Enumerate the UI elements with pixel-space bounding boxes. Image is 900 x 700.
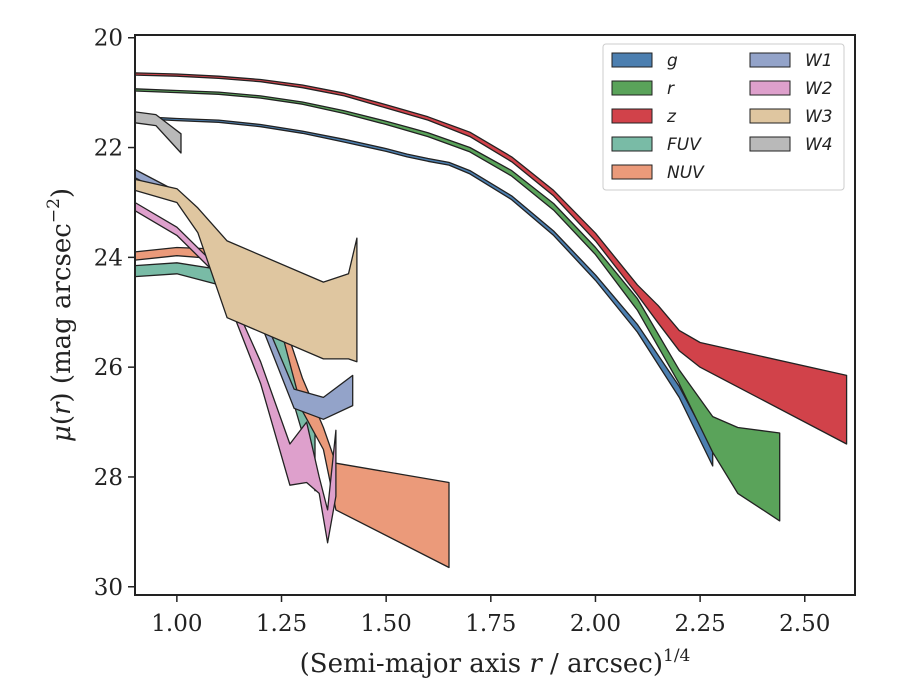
- y-tick-label: 30: [94, 575, 123, 601]
- y-tick-label: 24: [94, 245, 123, 271]
- x-tick-label: 1.75: [465, 611, 516, 637]
- legend-swatch-fuv: [611, 136, 653, 152]
- legend-label-w1: W1: [805, 51, 833, 71]
- legend-label-g: g: [667, 51, 678, 71]
- legend-swatch-z: [611, 108, 653, 124]
- y-tick-label: 20: [94, 26, 123, 52]
- legend-swatch-w3: [749, 108, 791, 124]
- x-tick-label: 1.50: [361, 611, 412, 637]
- y-tick-label: 28: [94, 465, 123, 491]
- legend-label-z: z: [666, 107, 677, 127]
- band-w3: [134, 178, 358, 363]
- y-tick-label: 26: [94, 355, 123, 381]
- band-layer: [134, 72, 848, 569]
- x-tick-label: 2.00: [570, 611, 621, 637]
- legend-swatch-w1: [749, 52, 791, 68]
- x-tick-label: 2.25: [675, 611, 726, 637]
- y-axis-title: μ(r) (mag arcsec−2): [44, 188, 77, 442]
- x-axis-title: (Semi-major axis r / arcsec)1/4: [300, 646, 691, 679]
- legend-swatch-nuv: [611, 164, 653, 180]
- band-z: [134, 72, 848, 445]
- plot-frame: [134, 34, 856, 596]
- legend-label-w4: W4: [805, 135, 833, 155]
- legend-swatch-w4: [749, 136, 791, 152]
- legend-label-w3: W3: [805, 107, 833, 127]
- x-axis: 1.00 1.25 1.50 1.75 2.00 2.25 2.50: [151, 595, 830, 637]
- legend-label-nuv: NUV: [667, 163, 705, 183]
- legend: grz FUV NUV W1 W2 W3 W4: [602, 43, 845, 191]
- legend-swatch-w2: [749, 80, 791, 96]
- x-tick-label: 1.25: [256, 611, 307, 637]
- band-g: [134, 115, 714, 467]
- legend-label-r: r: [667, 79, 675, 99]
- y-axis: 20 22 24 26 28 30: [94, 26, 135, 601]
- x-tick-label: 2.50: [779, 611, 830, 637]
- band-r: [134, 88, 781, 522]
- x-tick-label: 1.00: [151, 611, 202, 637]
- legend-swatch-g: [611, 52, 653, 68]
- y-tick-label: 22: [94, 136, 123, 162]
- legend-label-w2: W2: [805, 79, 833, 99]
- legend-swatch-r: [611, 80, 653, 96]
- legend-label-fuv: FUV: [667, 135, 702, 155]
